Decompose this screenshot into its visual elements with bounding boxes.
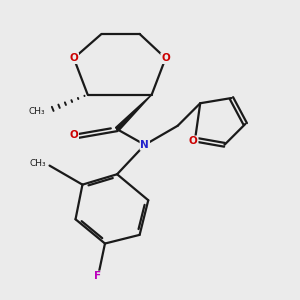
Text: CH₃: CH₃ <box>29 107 45 116</box>
Text: O: O <box>69 130 78 140</box>
Text: O: O <box>161 53 170 63</box>
Polygon shape <box>116 94 152 131</box>
Text: O: O <box>189 136 198 146</box>
Text: CH₃: CH₃ <box>29 159 46 168</box>
Text: O: O <box>69 53 78 63</box>
Text: F: F <box>94 272 102 281</box>
Text: N: N <box>140 140 149 150</box>
